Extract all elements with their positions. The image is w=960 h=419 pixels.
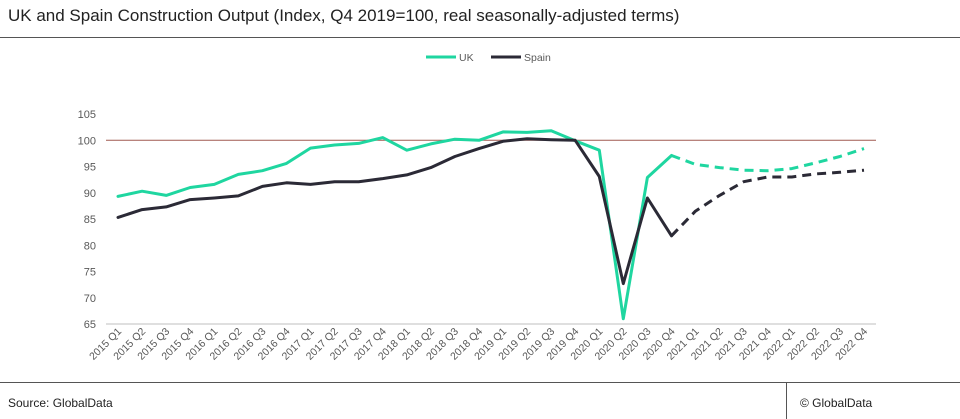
spain-line-actual: [116, 137, 673, 286]
legend-label-spain: Spain: [524, 52, 551, 64]
footer-separator: [786, 382, 787, 419]
spain-line-forecast: [670, 168, 865, 237]
legend: UK Spain: [426, 52, 551, 64]
copyright-note: © GlobalData: [800, 396, 873, 410]
y-tick-label: 75: [84, 267, 96, 279]
y-tick-label: 95: [84, 162, 96, 174]
uk-line-forecast: [670, 147, 865, 173]
y-tick-label: 70: [84, 293, 96, 305]
y-tick-label: 65: [84, 319, 96, 331]
chart-title: UK and Spain Construction Output (Index,…: [8, 6, 680, 25]
title-underline: [0, 37, 960, 38]
uk-line-actual: [116, 129, 673, 321]
y-tick-label: 105: [78, 109, 96, 121]
series-lines: [116, 129, 865, 321]
line-chart: UK Spain 65 70 75 80 85 90 95 100 105 2015 Q12015…: [78, 52, 876, 363]
y-axis: 65 70 75 80 85 90 95 100 105: [78, 109, 96, 331]
y-tick-label: 85: [84, 214, 96, 226]
source-note: Source: GlobalData: [8, 396, 113, 410]
legend-label-uk: UK: [459, 52, 474, 64]
y-tick-label: 90: [84, 188, 96, 200]
y-tick-label: 100: [78, 135, 96, 147]
y-tick-label: 80: [84, 240, 96, 252]
footer-divider: [0, 382, 960, 383]
